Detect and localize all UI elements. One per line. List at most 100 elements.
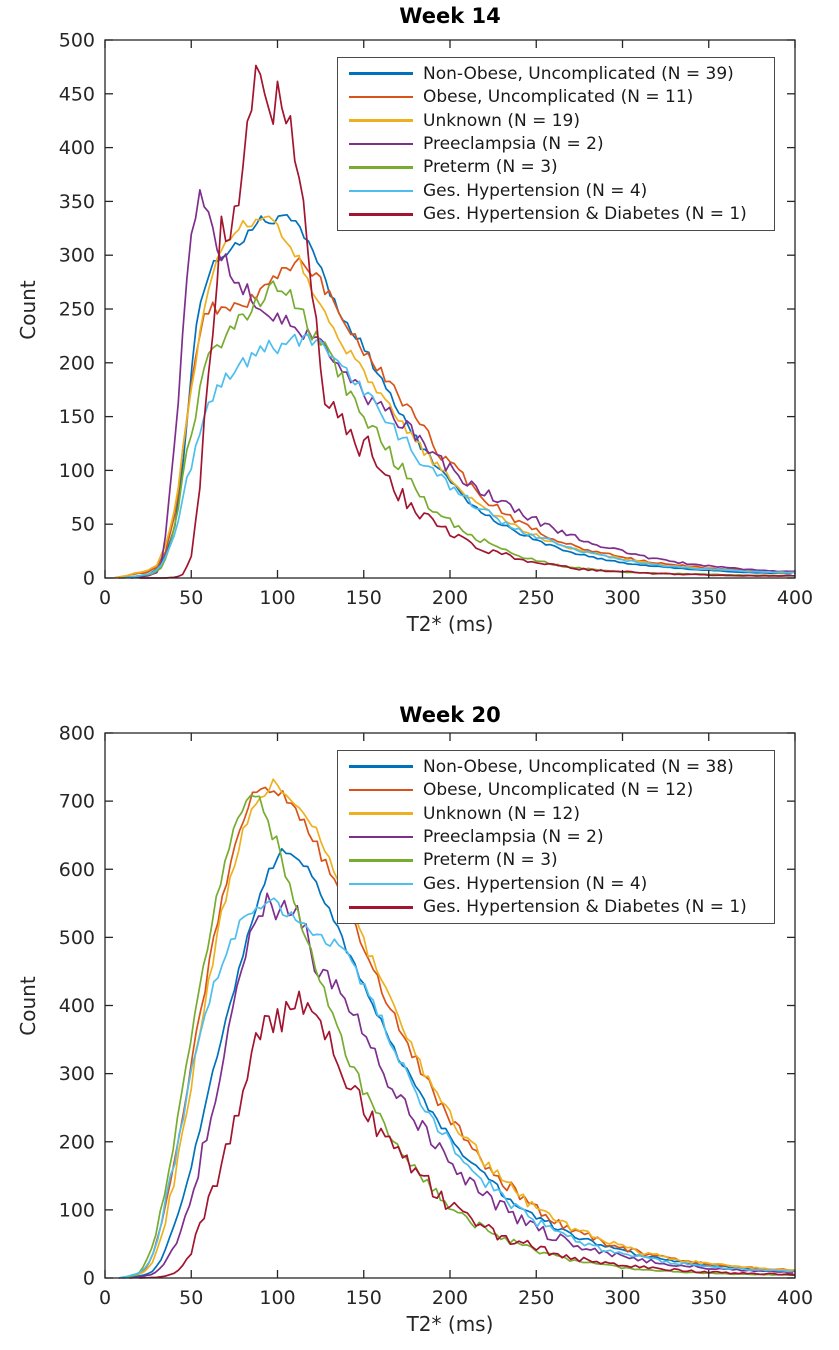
x-tick-label: 200 — [432, 587, 468, 609]
legend-item: Ges. Hypertension (N = 4) — [338, 179, 774, 202]
legend-label: Ges. Hypertension (N = 4) — [423, 873, 648, 894]
legend-line-sample — [349, 72, 413, 75]
legend-item: Obese, Uncomplicated (N = 12) — [338, 779, 774, 802]
legend-label: Preeclampsia (N = 2) — [423, 826, 604, 847]
legend-item: Non-Obese, Uncomplicated (N = 38) — [338, 755, 774, 778]
legend-item: Non-Obese, Uncomplicated (N = 39) — [338, 62, 774, 85]
legend-week14: Non-Obese, Uncomplicated (N = 39) Obese, … — [337, 57, 775, 231]
series-line-week20-4 — [125, 794, 795, 1279]
x-axis-label-week20: T2* (ms) — [406, 1312, 494, 1336]
y-tick-label: 300 — [59, 245, 95, 267]
series-line-week14-5 — [122, 333, 796, 579]
legend-item: Obese, Uncomplicated (N = 11) — [338, 86, 774, 109]
y-tick-label: 250 — [59, 299, 95, 321]
y-tick-label: 400 — [59, 995, 95, 1017]
x-tick-label: 150 — [346, 1287, 382, 1309]
series-line-week14-6 — [139, 64, 796, 579]
y-tick-label: 0 — [83, 1268, 95, 1290]
y-tick-label: 800 — [59, 723, 95, 745]
legend-line-sample — [349, 812, 413, 815]
x-tick-label: 0 — [99, 587, 111, 609]
legend-label: Preterm (N = 3) — [423, 850, 558, 871]
x-tick-label: 0 — [99, 1287, 111, 1309]
series-line-week20-5 — [118, 897, 792, 1279]
x-tick-label: 200 — [432, 1287, 468, 1309]
legend-line-sample — [349, 189, 413, 193]
x-tick-label: 250 — [518, 587, 554, 609]
series-line-week20-3 — [129, 892, 794, 1279]
legend-label: Non-Obese, Uncomplicated (N = 38) — [423, 756, 734, 777]
legend-item: Preeclampsia (N = 2) — [338, 825, 774, 848]
y-axis-label-week20: Count — [16, 976, 40, 1036]
legend-label: Unknown (N = 19) — [423, 110, 580, 131]
x-tick-label: 100 — [259, 587, 295, 609]
legend-item: Preeclampsia (N = 2) — [338, 132, 774, 155]
legend-item: Ges. Hypertension & Diabetes (N = 1) — [338, 896, 774, 919]
legend-item: Unknown (N = 19) — [338, 109, 774, 132]
x-tick-label: 400 — [777, 1287, 813, 1309]
legend-line-sample — [349, 788, 413, 792]
y-tick-label: 500 — [59, 927, 95, 949]
x-tick-label: 50 — [179, 587, 203, 609]
series-line-week14-0 — [118, 213, 792, 579]
y-tick-label: 50 — [71, 514, 95, 536]
y-tick-label: 450 — [59, 83, 95, 105]
x-tick-label: 350 — [691, 1287, 727, 1309]
legend-line-sample — [349, 119, 413, 122]
legend-item: Unknown (N = 12) — [338, 802, 774, 825]
legend-line-sample — [349, 859, 413, 862]
y-tick-label: 100 — [59, 460, 95, 482]
x-axis-label-week14: T2* (ms) — [406, 612, 494, 636]
week20-plot-canvas: 0 50 100 150 200 250 300 350 400 0 100 200 300 400 500… — [59, 723, 813, 1310]
y-tick-label: 200 — [59, 352, 95, 374]
series-line-week20-6 — [139, 990, 796, 1279]
x-tick-label: 300 — [604, 1287, 640, 1309]
legend-label: Non-Obese, Uncomplicated (N = 39) — [423, 63, 734, 84]
legend-item: Preterm (N = 3) — [338, 156, 774, 179]
legend-line-sample — [349, 212, 413, 216]
x-tick-label: 400 — [777, 587, 813, 609]
legend-line-sample — [349, 882, 413, 886]
series-line-week14-1 — [113, 257, 796, 579]
x-tick-label: 350 — [691, 587, 727, 609]
x-tick-label: 50 — [179, 1287, 203, 1309]
y-tick-label: 350 — [59, 191, 95, 213]
legend-item: Ges. Hypertension (N = 4) — [338, 872, 774, 895]
legend-label: Ges. Hypertension & Diabetes (N = 1) — [423, 204, 747, 225]
y-tick-label: 400 — [59, 137, 95, 159]
x-tick-label: 300 — [604, 587, 640, 609]
y-axis-label-week14: Count — [16, 280, 40, 340]
legend-item: Ges. Hypertension & Diabetes (N = 1) — [338, 203, 774, 226]
legend-label: Obese, Uncomplicated (N = 12) — [423, 780, 694, 801]
series-line-week20-2 — [122, 778, 796, 1279]
x-tick-label: 100 — [259, 1287, 295, 1309]
x-tick-label: 250 — [518, 1287, 554, 1309]
chart-title-week20: Week 20 — [399, 703, 501, 727]
series-line-week14-4 — [122, 280, 795, 579]
y-tick-label: 0 — [83, 568, 95, 590]
legend-label: Obese, Uncomplicated (N = 11) — [423, 87, 694, 108]
legend-line-sample — [349, 142, 413, 146]
y-tick-label: 700 — [59, 791, 95, 813]
series-line-week14-3 — [130, 188, 795, 579]
week14-plot-canvas: 0 50 100 150 200 250 300 350 400 0 50 100 150 200 250 3… — [59, 30, 813, 610]
legend-line-sample — [349, 765, 413, 768]
week20-figure: 0 50 100 150 200 250 300 350 400 0 100 200 300 400 500… — [0, 675, 839, 1350]
legend-label: Preeclampsia (N = 2) — [423, 133, 604, 154]
legend-line-sample — [349, 166, 413, 169]
chart-title-week14: Week 14 — [399, 4, 501, 28]
x-tick-label: 150 — [346, 587, 382, 609]
legend-line-sample — [349, 835, 413, 839]
y-tick-label: 200 — [59, 1131, 95, 1153]
series-line-week14-2 — [113, 215, 796, 579]
legend-label: Unknown (N = 12) — [423, 803, 580, 824]
y-tick-label: 600 — [59, 859, 95, 881]
legend-week20: Non-Obese, Uncomplicated (N = 38) Obese, … — [337, 750, 775, 924]
y-tick-label: 100 — [59, 1199, 95, 1221]
y-tick-label: 150 — [59, 406, 95, 428]
legend-line-sample — [349, 905, 413, 909]
legend-item: Preterm (N = 3) — [338, 849, 774, 872]
legend-label: Ges. Hypertension (N = 4) — [423, 180, 648, 201]
legend-label: Ges. Hypertension & Diabetes (N = 1) — [423, 897, 747, 918]
legend-line-sample — [349, 95, 413, 99]
